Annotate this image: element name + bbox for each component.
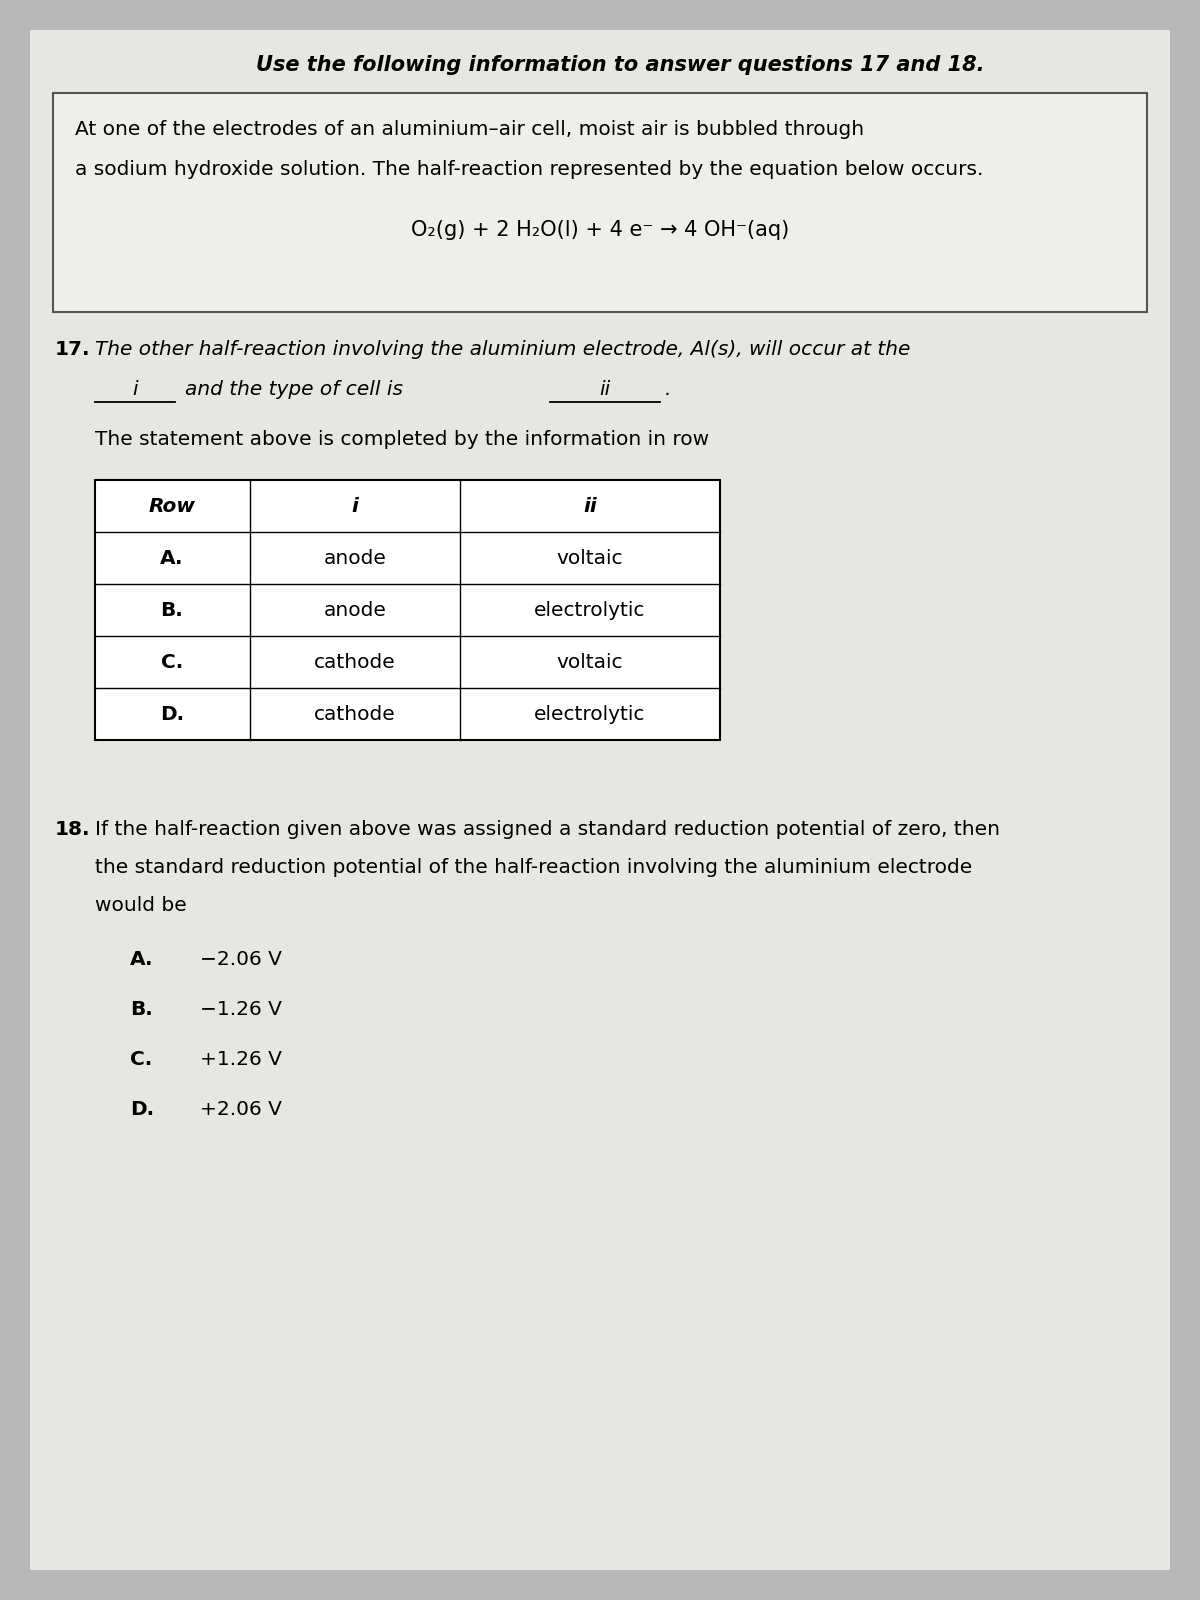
Text: cathode: cathode xyxy=(314,653,396,672)
Text: A.: A. xyxy=(130,950,154,970)
Text: B.: B. xyxy=(161,600,184,619)
Text: 18.: 18. xyxy=(55,819,90,838)
Text: The other half-reaction involving the aluminium electrode, Al(s), will occur at : The other half-reaction involving the al… xyxy=(95,341,911,358)
Text: −1.26 V: −1.26 V xyxy=(200,1000,282,1019)
Text: A.: A. xyxy=(161,549,184,568)
Text: and the type of cell is: and the type of cell is xyxy=(185,379,403,398)
Text: ii: ii xyxy=(583,496,596,515)
Text: cathode: cathode xyxy=(314,704,396,723)
Text: If the half-reaction given above was assigned a standard reduction potential of : If the half-reaction given above was ass… xyxy=(95,819,1000,838)
Bar xyxy=(95,480,720,739)
Text: D.: D. xyxy=(160,704,184,723)
Text: a sodium hydroxide solution. The half-reaction represented by the equation below: a sodium hydroxide solution. The half-re… xyxy=(74,160,983,179)
Text: i: i xyxy=(132,379,138,398)
Text: ii: ii xyxy=(599,379,611,398)
Text: voltaic: voltaic xyxy=(557,653,623,672)
Text: At one of the electrodes of an aluminium–air cell, moist air is bubbled through: At one of the electrodes of an aluminium… xyxy=(74,120,864,139)
Text: electrolytic: electrolytic xyxy=(534,704,646,723)
Text: +1.26 V: +1.26 V xyxy=(200,1050,282,1069)
Text: voltaic: voltaic xyxy=(557,549,623,568)
Text: D.: D. xyxy=(130,1101,154,1118)
Text: −2.06 V: −2.06 V xyxy=(200,950,282,970)
Text: B.: B. xyxy=(130,1000,152,1019)
Bar xyxy=(95,480,720,739)
Text: electrolytic: electrolytic xyxy=(534,600,646,619)
Text: O₂(g) + 2 H₂O(l) + 4 e⁻ → 4 OH⁻(aq): O₂(g) + 2 H₂O(l) + 4 e⁻ → 4 OH⁻(aq) xyxy=(410,219,790,240)
Text: Row: Row xyxy=(149,496,196,515)
Text: .: . xyxy=(665,379,671,398)
Text: C.: C. xyxy=(161,653,184,672)
Text: i: i xyxy=(352,496,359,515)
Text: anode: anode xyxy=(324,600,386,619)
Text: C.: C. xyxy=(130,1050,152,1069)
Text: The statement above is completed by the information in row: The statement above is completed by the … xyxy=(95,430,709,450)
Text: Use the following information to answer questions 17 and 18.: Use the following information to answer … xyxy=(256,54,984,75)
FancyBboxPatch shape xyxy=(53,93,1147,312)
Text: anode: anode xyxy=(324,549,386,568)
Text: +2.06 V: +2.06 V xyxy=(200,1101,282,1118)
Text: 17.: 17. xyxy=(55,341,90,358)
Text: the standard reduction potential of the half-reaction involving the aluminium el: the standard reduction potential of the … xyxy=(95,858,972,877)
Text: would be: would be xyxy=(95,896,187,915)
